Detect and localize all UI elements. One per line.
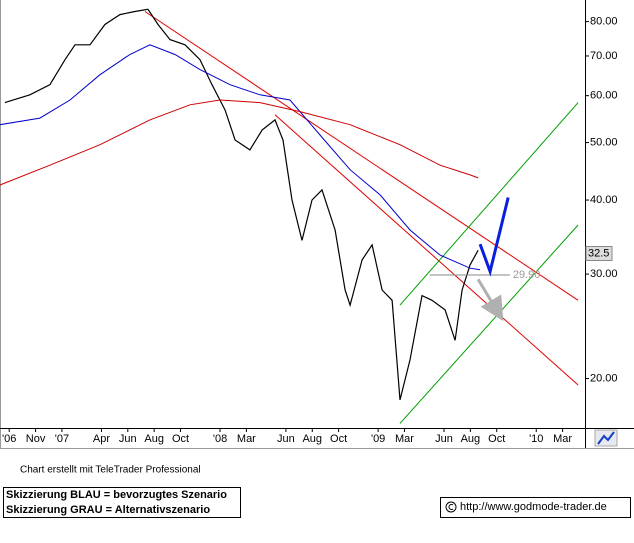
x-tick-label: '08 <box>213 433 227 445</box>
x-tick-label: Mar <box>553 433 572 445</box>
x-tick-label: Nov <box>26 433 46 445</box>
x-tick-label: '10 <box>529 433 543 445</box>
x-tick-label: Oct <box>488 433 505 445</box>
plot-area <box>0 8 579 424</box>
credit: Chart erstellt mit TeleTrader Profession… <box>20 465 201 476</box>
x-tick-label: Jun <box>277 433 295 445</box>
source-box <box>440 497 631 518</box>
x-tick-label: Mar <box>395 433 414 445</box>
legend-box <box>3 487 241 518</box>
price-line <box>4 8 479 401</box>
source-url: http://www.godmode-trader.de <box>460 501 607 513</box>
legend-line: Skizzierung BLAU = bevorzugtes Szenario <box>6 489 227 501</box>
y-tick-label: 20.00 <box>590 372 618 384</box>
trendline <box>144 11 579 301</box>
x-tick-label: '07 <box>55 433 69 445</box>
x-tick-label: Apr <box>93 433 110 445</box>
moving-average <box>0 44 481 271</box>
x-tick-label: Oct <box>172 433 189 445</box>
x-tick-label: Aug <box>461 433 481 445</box>
trendline <box>399 102 579 306</box>
trendline <box>274 114 579 386</box>
x-tick-label: '06 <box>2 433 16 445</box>
trendline <box>399 224 579 424</box>
moving-average <box>0 99 479 186</box>
x-tick-label: Jun <box>435 433 453 445</box>
x-tick-label: '09 <box>371 433 385 445</box>
x-tick-label: Jun <box>119 433 137 445</box>
last-price-label: 32.5 <box>588 247 609 259</box>
y-tick-label: 40.00 <box>590 194 618 206</box>
x-tick-label: Oct <box>330 433 347 445</box>
y-tick-label: 30.00 <box>590 268 618 280</box>
y-tick-label: 50.00 <box>590 136 618 148</box>
y-tick-label: 60.00 <box>590 90 618 102</box>
last-price-box <box>585 245 613 261</box>
copyright-icon <box>445 501 457 513</box>
scenario-arrow <box>476 278 504 322</box>
x-tick-label: Mar <box>237 433 256 445</box>
x-tick-label: Aug <box>144 433 164 445</box>
x-tick-label: Aug <box>302 433 322 445</box>
app-icon <box>594 429 618 447</box>
level-label: 29.90 <box>513 269 541 281</box>
y-tick-label: 70.00 <box>590 50 618 62</box>
legend-line: Skizzierung GRAU = Alternativszenario <box>6 504 210 516</box>
y-tick-label: 80.00 <box>590 16 618 28</box>
scenario-arrow <box>478 197 510 277</box>
